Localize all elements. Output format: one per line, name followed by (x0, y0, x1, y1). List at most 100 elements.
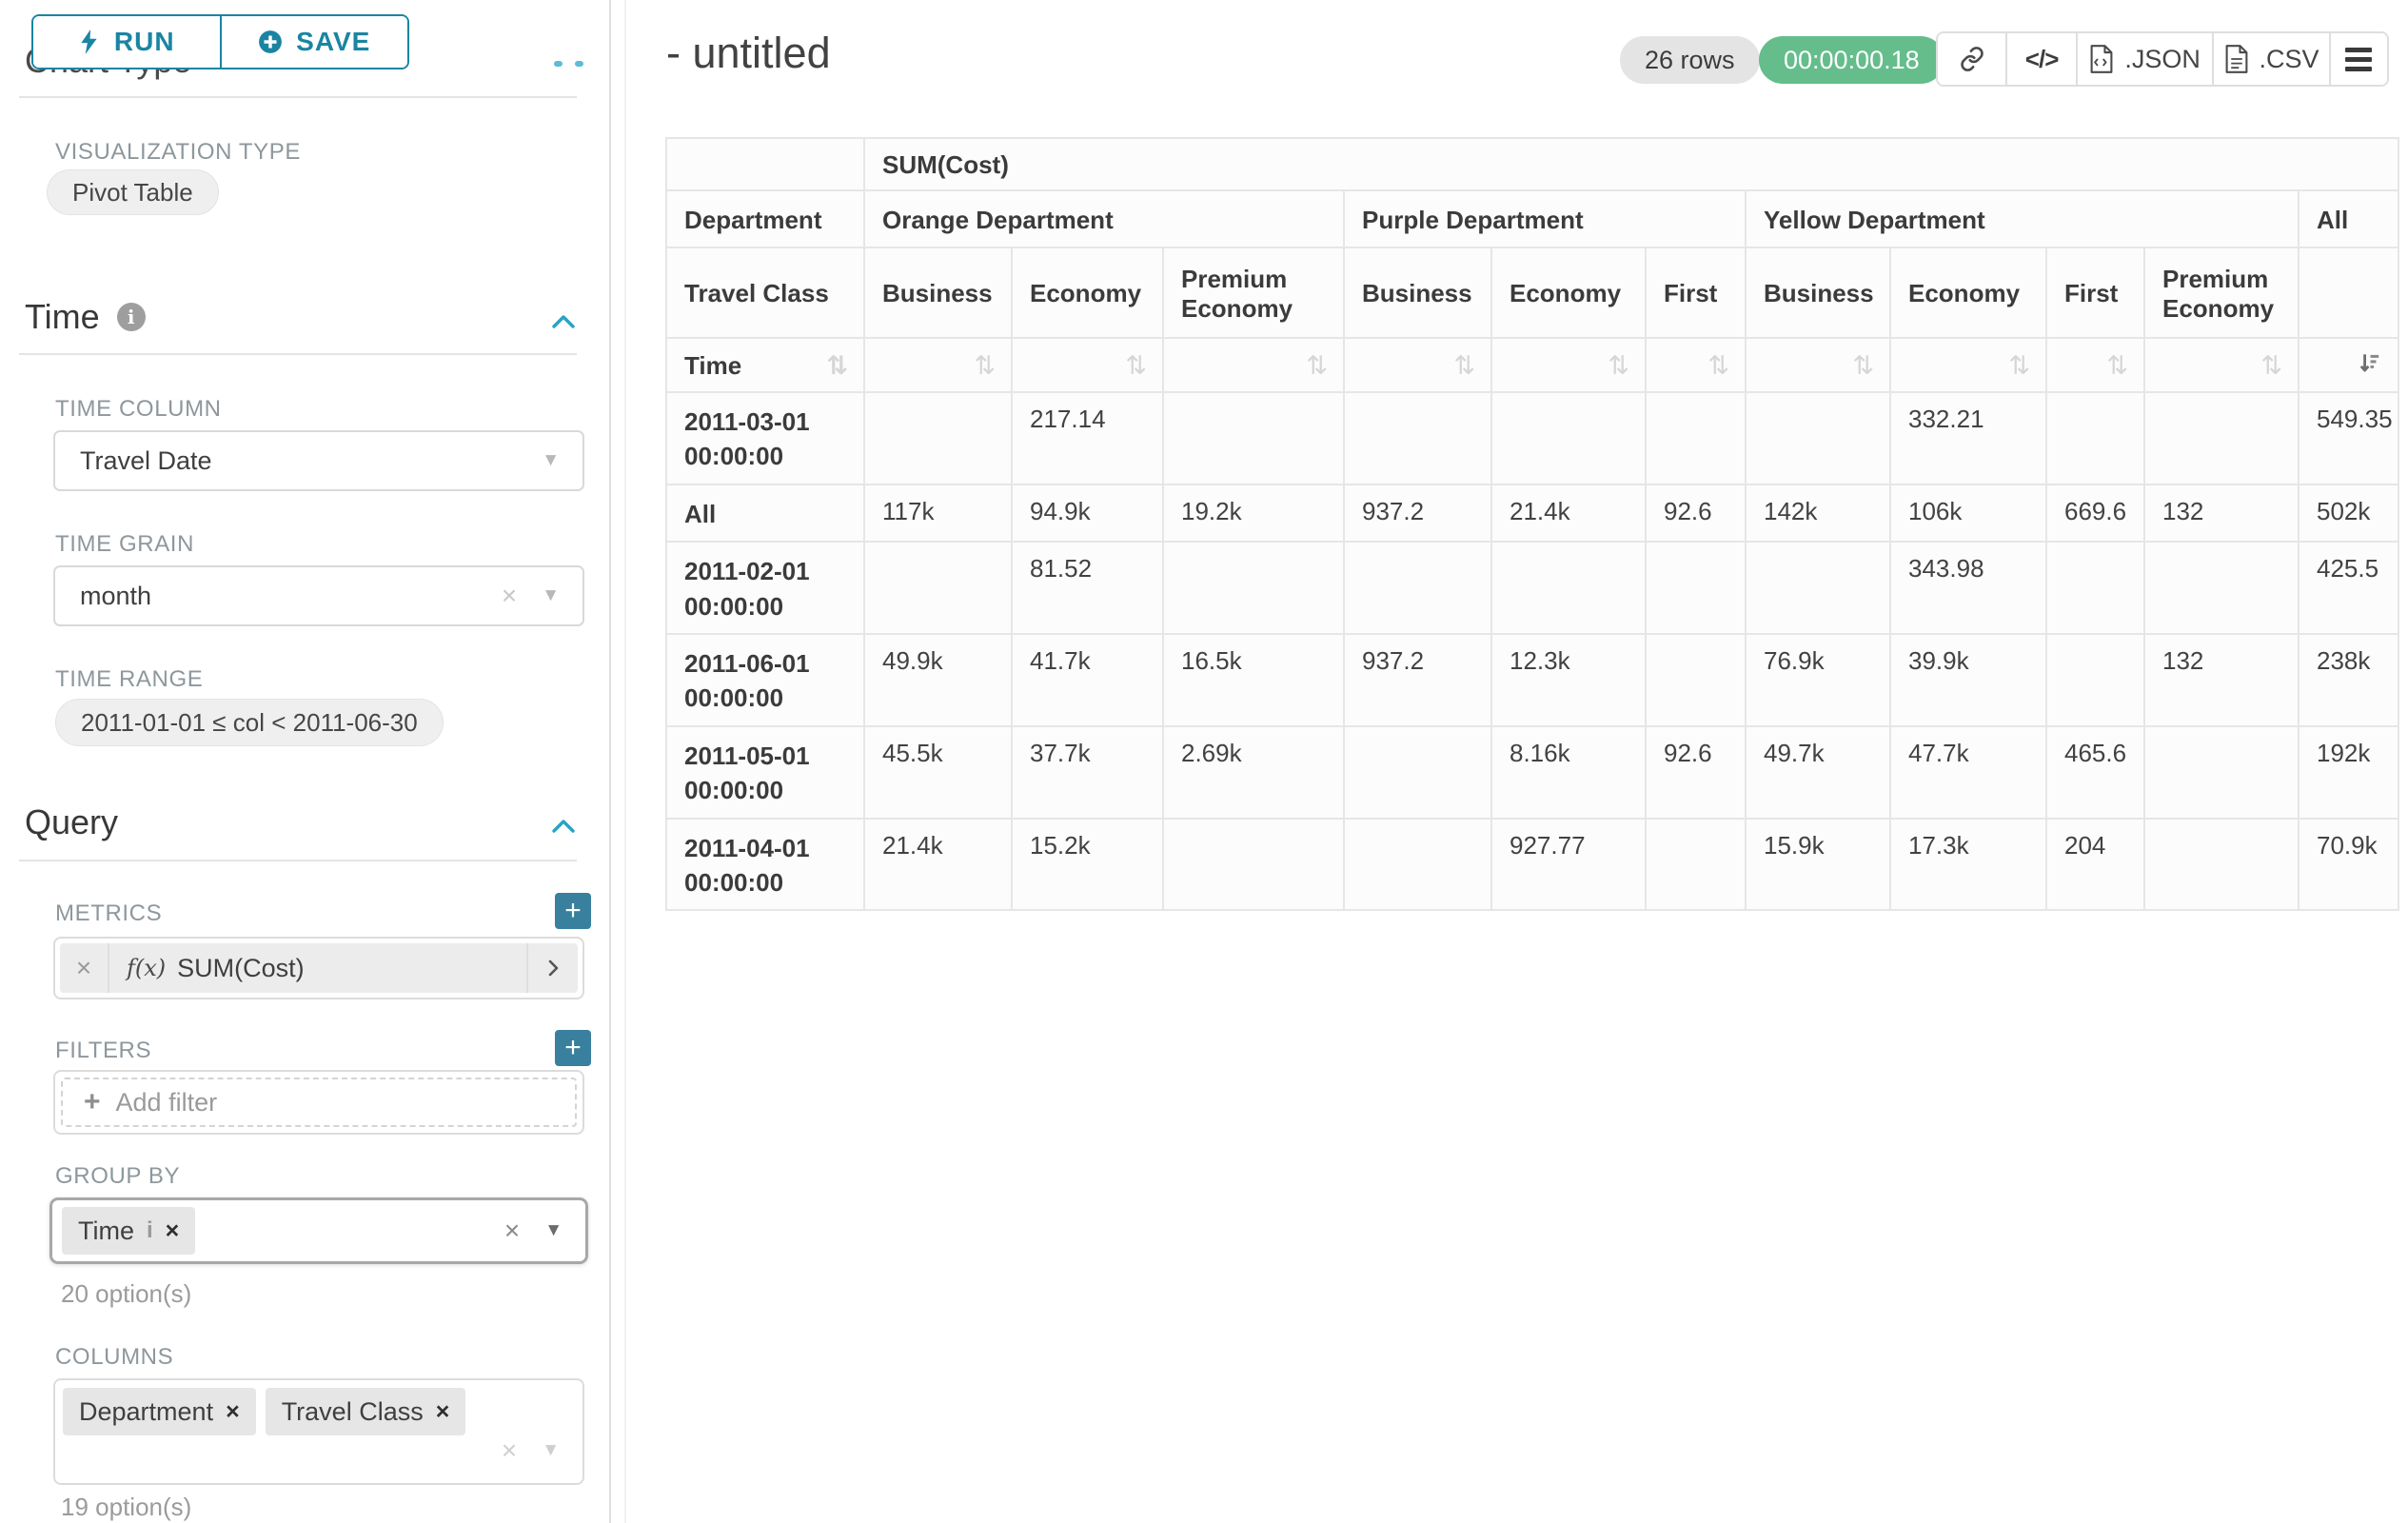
metric-header-row: SUM(Cost) (666, 138, 2398, 190)
chevron-up-icon[interactable] (550, 817, 577, 836)
group-by-select[interactable]: Time i × × ▼ (49, 1197, 588, 1264)
column-sort-cell[interactable]: ⇅ (1163, 338, 1344, 392)
column-sort-cell[interactable]: ⇅ (2144, 338, 2299, 392)
data-cell: 142k (1746, 485, 1890, 542)
time-column-value: Travel Date (55, 446, 542, 476)
metric-chip-main: f(x) SUM(Cost) (109, 943, 526, 993)
time-range-pill[interactable]: 2011-01-01 ≤ col < 2011-06-30 (55, 699, 444, 746)
remove-chip-icon[interactable]: × (166, 1217, 180, 1245)
time-column-select[interactable]: Travel Date ▼ (53, 430, 584, 491)
data-cell (1344, 819, 1491, 911)
add-filter-label: Add filter (116, 1088, 218, 1118)
data-cell: 17.3k (1890, 819, 2046, 911)
table-row: 2011-02-01 00:00:0081.52343.98425.5 (666, 542, 2398, 634)
data-cell: 2.69k (1163, 726, 1344, 819)
remove-chip-icon[interactable]: × (436, 1398, 450, 1426)
columns-chip-label: Department (79, 1397, 213, 1427)
page-title[interactable]: - untitled (666, 29, 831, 78)
run-button[interactable]: RUN (33, 16, 222, 68)
data-cell: 92.6 (1646, 726, 1746, 819)
column-group-header: All (2299, 190, 2398, 247)
all-column-sort-cell[interactable] (2299, 338, 2398, 392)
sort-desc-active-icon (2358, 350, 2382, 375)
column-sort-cell[interactable]: ⇅ (1012, 338, 1163, 392)
info-icon: i (147, 1217, 153, 1244)
column-sort-cell[interactable]: ⇅ (864, 338, 1012, 392)
data-cell: 15.9k (1746, 819, 1890, 911)
time-grain-value: month (55, 582, 502, 611)
info-icon[interactable]: i (117, 303, 146, 331)
data-cell: 549.35 (2299, 392, 2398, 485)
data-cell (864, 542, 1012, 634)
column-header (2299, 247, 2398, 338)
resize-handle-dot[interactable] (554, 61, 563, 67)
clear-icon[interactable]: × (504, 1216, 520, 1246)
column-sort-cell[interactable]: ⇅ (1491, 338, 1646, 392)
export-json-button[interactable]: .JSON (2076, 33, 2212, 85)
export-csv-label: .CSV (2260, 45, 2319, 74)
data-cell: 12.3k (1491, 634, 1646, 726)
group-by-chip[interactable]: Time i × (62, 1207, 195, 1255)
time-range-label: TIME RANGE (55, 666, 203, 693)
columns-chip[interactable]: Department × (63, 1388, 256, 1435)
pivot-table-container: SUM(Cost) Department Orange Department P… (665, 137, 2399, 911)
data-cell: 8.16k (1491, 726, 1646, 819)
view-query-button[interactable]: </> (2005, 33, 2075, 85)
visualization-type-pill[interactable]: Pivot Table (47, 169, 219, 215)
column-header: Economy (1491, 247, 1646, 338)
column-sort-cell[interactable]: ⇅ (2046, 338, 2144, 392)
share-link-button[interactable] (1938, 33, 2005, 85)
data-cell: 45.5k (864, 726, 1012, 819)
time-section-heading: Time i (25, 297, 146, 337)
department-axis-label: Department (666, 190, 864, 247)
clear-icon[interactable]: × (502, 1435, 517, 1466)
query-section-title: Query (25, 802, 118, 842)
sort-icon: ⇅ (1707, 351, 1729, 381)
pivot-table: SUM(Cost) Department Orange Department P… (665, 137, 2399, 911)
panel-divider[interactable] (609, 0, 611, 1523)
data-cell: 669.6 (2046, 485, 2144, 542)
columns-chip[interactable]: Travel Class × (266, 1388, 466, 1435)
resize-handle-dot[interactable] (575, 61, 583, 67)
column-header: Premium Economy (1163, 247, 1344, 338)
add-metric-button[interactable]: + (555, 893, 591, 929)
data-cell (1163, 542, 1344, 634)
data-cell (1344, 542, 1491, 634)
row-header-cell: 2011-02-01 00:00:00 (666, 542, 864, 634)
save-button-label: SAVE (296, 27, 370, 57)
column-sort-cell[interactable]: ⇅ (1344, 338, 1491, 392)
chevron-up-icon[interactable] (550, 312, 577, 331)
column-sort-cell[interactable]: ⇅ (1646, 338, 1746, 392)
travel-class-axis-label: Travel Class (666, 247, 864, 338)
add-filter-button[interactable]: + Add filter (61, 1078, 577, 1127)
panel-gutter (624, 0, 626, 1523)
clear-icon[interactable]: × (502, 581, 542, 611)
select-controls: × ▼ (504, 1216, 576, 1246)
export-csv-button[interactable]: .CSV (2212, 33, 2329, 85)
time-axis-sort-cell[interactable]: Time ⇅ (666, 338, 864, 392)
columns-select[interactable]: Department × Travel Class × × ▼ (53, 1378, 584, 1485)
time-column-label: TIME COLUMN (55, 396, 222, 423)
remove-chip-icon[interactable]: × (226, 1398, 240, 1426)
lightning-bolt-icon (78, 30, 101, 54)
data-cell: 16.5k (1163, 634, 1344, 726)
save-button[interactable]: SAVE (222, 16, 408, 68)
data-cell (1163, 819, 1344, 911)
data-cell: 15.2k (1012, 819, 1163, 911)
data-cell: 927.77 (1491, 819, 1646, 911)
metric-chip[interactable]: × f(x) SUM(Cost) (60, 943, 578, 993)
remove-metric-icon[interactable]: × (60, 943, 109, 993)
more-menu-button[interactable] (2329, 33, 2387, 85)
column-sort-cell[interactable]: ⇅ (1890, 338, 2046, 392)
menu-icon (2345, 48, 2372, 71)
add-filter-plus-button[interactable]: + (555, 1030, 591, 1066)
time-grain-select[interactable]: month × ▼ (53, 565, 584, 626)
department-header-row: Department Orange Department Purple Depa… (666, 190, 2398, 247)
data-cell (1746, 392, 1890, 485)
data-cell: 425.5 (2299, 542, 2398, 634)
run-save-button-group: RUN SAVE (31, 14, 409, 69)
column-sort-cell[interactable]: ⇅ (1746, 338, 1890, 392)
columns-label: COLUMNS (55, 1344, 173, 1371)
expand-metric-icon[interactable] (526, 943, 578, 993)
sort-icon: ⇅ (2260, 351, 2282, 381)
